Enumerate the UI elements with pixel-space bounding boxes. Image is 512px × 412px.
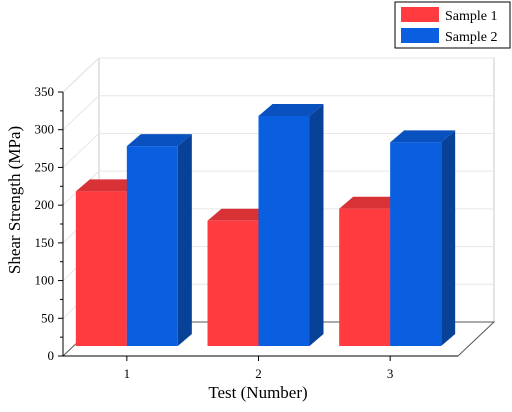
bar-front [207, 220, 259, 346]
legend-label-sample-2: Sample 2 [445, 30, 498, 45]
bar-top [207, 208, 273, 221]
y-tick-label: 250 [35, 159, 55, 174]
bar-top [75, 179, 141, 192]
y-tick-label: 200 [35, 197, 55, 212]
bar-top [339, 196, 405, 209]
bar-sample-2-test-1 [126, 134, 192, 346]
y-tick-label: 0 [48, 348, 55, 363]
bar-front [390, 142, 442, 346]
x-tick-label: 3 [387, 366, 394, 381]
bar-front [126, 146, 178, 346]
x-axis-title: Test (Number) [208, 383, 307, 402]
bar-front [339, 208, 391, 346]
axes [58, 91, 458, 361]
tick-labels: 0 50 100 150 200 250 300 350 1 2 3 [35, 84, 394, 381]
y-tick-label: 150 [35, 235, 55, 250]
y-tick-label: 100 [35, 273, 55, 288]
bar-top [390, 130, 456, 143]
bar-front [258, 115, 310, 346]
y-tick-label: 350 [35, 84, 55, 99]
gridline-side [62, 133, 100, 168]
x-tick-label: 2 [255, 366, 262, 381]
legend-label-sample-1: Sample 1 [445, 9, 498, 24]
legend-swatch-sample-1 [401, 7, 439, 22]
bar-side [177, 134, 192, 346]
bar-front [75, 191, 127, 346]
bar-sample-2-test-3 [390, 130, 456, 346]
gridline-side [62, 95, 100, 131]
bar-sample-2-test-2 [258, 103, 324, 346]
legend: Sample 1 Sample 2 [394, 1, 511, 49]
bar-top [126, 134, 192, 147]
gridline-side [62, 57, 100, 93]
y-axis-title: Shear Strength (MPa) [5, 126, 24, 274]
bars [75, 103, 456, 346]
bar-top [258, 103, 324, 116]
legend-swatch-sample-2 [401, 28, 439, 43]
y-tick-label: 300 [35, 122, 55, 137]
x-tick-label: 1 [124, 366, 131, 381]
bar-side [441, 130, 456, 346]
y-tick-label: 50 [41, 310, 54, 325]
bar-side [309, 103, 324, 346]
